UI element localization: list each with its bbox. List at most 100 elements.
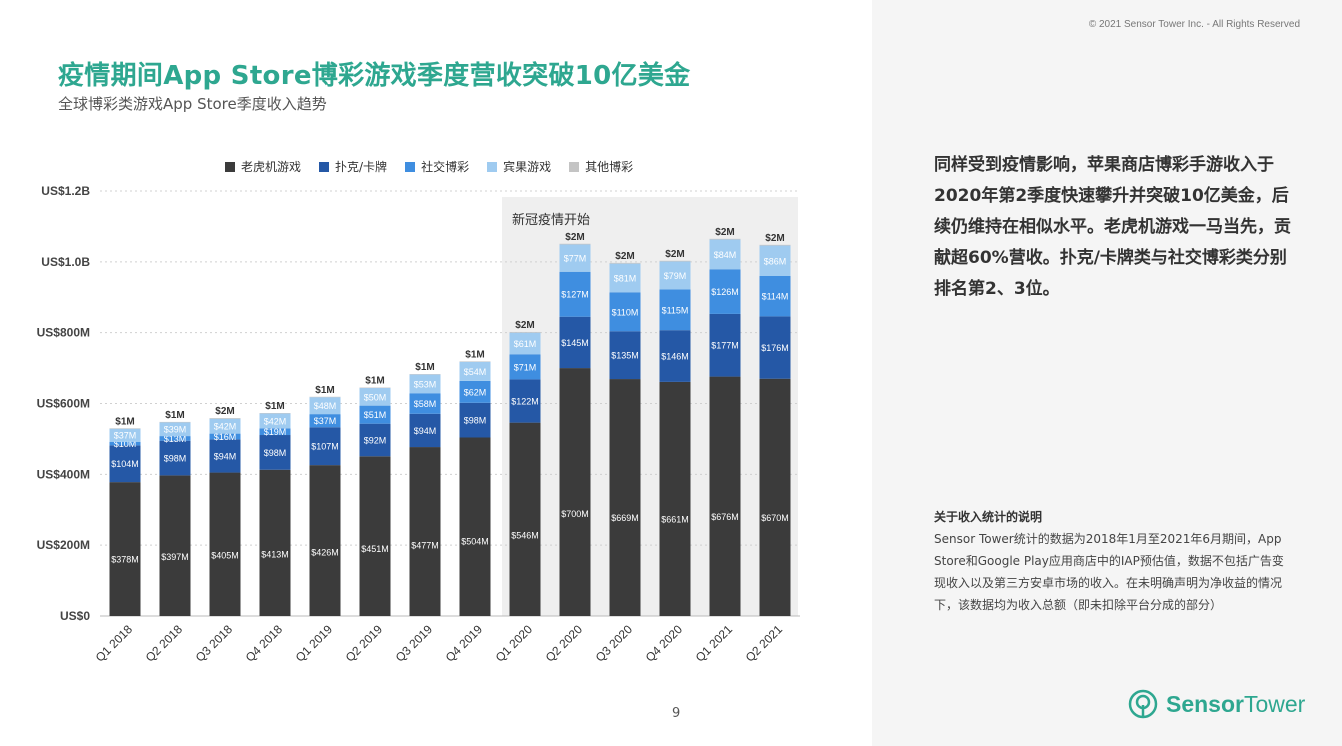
data-label-bingo: $39M xyxy=(164,425,187,435)
data-label-slot: $546M xyxy=(511,531,539,541)
page-number: 9 xyxy=(672,706,681,721)
data-label-slot: $413M xyxy=(261,549,289,559)
data-label-other: $1M xyxy=(265,401,284,412)
note-title: 关于收入统计的说明 xyxy=(934,510,1043,524)
bar-segment-social xyxy=(459,380,491,403)
bar-segment-bingo xyxy=(359,387,391,406)
bar-segment-slot xyxy=(409,447,441,616)
bar-segment-bingo xyxy=(509,332,541,355)
data-label-other: $1M xyxy=(165,410,184,421)
data-label-slot: $676M xyxy=(711,512,739,522)
copyright-text: © 2021 Sensor Tower Inc. - All Rights Re… xyxy=(1088,19,1300,30)
x-tick-label: Q1 2020 xyxy=(493,622,536,665)
bar-segment-other xyxy=(159,421,191,423)
sensor-tower-logo: SensorTower xyxy=(1128,689,1305,719)
legend-swatch-social xyxy=(405,161,416,172)
data-label-slot: $378M xyxy=(111,554,139,564)
x-tick-label: Q3 2020 xyxy=(593,622,636,665)
bar-segment-bingo xyxy=(559,244,591,272)
data-label-other: $2M xyxy=(565,232,584,243)
bar-segment-other xyxy=(309,396,341,398)
y-tick-label: US$0 xyxy=(60,609,90,623)
bar-segment-poker xyxy=(409,413,441,448)
legend-item-slot: 老虎机游戏 xyxy=(225,158,301,175)
bar-segment-poker xyxy=(759,316,791,379)
data-label-bingo: $86M xyxy=(764,256,787,266)
data-label-other: $2M xyxy=(215,406,234,417)
bar-segment-social xyxy=(209,433,241,440)
bar-segment-social xyxy=(309,414,341,428)
legend-swatch-other xyxy=(569,161,580,172)
bar-segment-slot xyxy=(609,379,641,616)
data-label-slot: $700M xyxy=(561,509,589,519)
legend-item-other: 其他博彩 xyxy=(569,158,633,175)
bar-segment-bingo xyxy=(159,422,191,437)
stacked-bar-chart: 新冠疫情开始 US$0 US$200M US$400M US$600M US$800M US… xyxy=(37,184,800,665)
y-tick-label: US$200M xyxy=(37,538,90,552)
data-label-bingo: $84M xyxy=(714,250,737,260)
data-label-slot: $426M xyxy=(311,548,339,558)
data-label-poker: $94M xyxy=(414,426,437,436)
bar-segment-social xyxy=(609,292,641,332)
legend-label-slot: 老虎机游戏 xyxy=(241,160,302,174)
bar-segment-poker xyxy=(609,331,641,380)
bar-segment-other xyxy=(209,418,241,419)
bar-segment-social xyxy=(659,289,691,331)
data-label-poker: $98M xyxy=(164,454,187,464)
data-label-other: $2M xyxy=(515,320,534,331)
bar-segment-other xyxy=(459,361,491,362)
data-label-bingo: $79M xyxy=(664,271,687,281)
data-label-bingo: $54M xyxy=(464,367,487,377)
data-label-poker: $104M xyxy=(111,459,139,469)
x-tick-label: Q4 2020 xyxy=(643,622,686,665)
bar-segment-slot xyxy=(159,475,191,616)
data-label-poker: $98M xyxy=(264,448,287,458)
data-label-poker: $98M xyxy=(464,416,487,426)
bar-segment-slot xyxy=(709,376,741,616)
logo-text-part1: Sensor xyxy=(1166,690,1244,717)
bar-segment-slot xyxy=(559,368,591,616)
bar-segment-bingo xyxy=(709,239,741,270)
bar-segment-slot xyxy=(509,422,541,616)
data-label-other: $2M xyxy=(765,233,784,244)
legend-label-social: 社交博彩 xyxy=(421,160,470,174)
data-label-social: $51M xyxy=(364,410,387,420)
data-label-social: $110M xyxy=(612,307,639,317)
data-label-bingo: $42M xyxy=(214,422,237,432)
bar-segment-poker xyxy=(709,313,741,377)
data-label-poker: $92M xyxy=(364,435,387,445)
bar-segment-social xyxy=(109,441,141,446)
bar-segment-social xyxy=(559,271,591,317)
x-tick-label: Q2 2019 xyxy=(343,622,386,665)
bar-segment-social xyxy=(359,405,391,424)
bar-segment-poker xyxy=(659,330,691,382)
bar-segment-bingo xyxy=(459,361,491,381)
data-label-other: $1M xyxy=(415,362,434,373)
y-tick-label: US$1.0B xyxy=(41,255,90,269)
bar-segment-other xyxy=(409,374,441,375)
pandemic-highlight-region xyxy=(502,197,798,616)
x-tick-label: Q2 2020 xyxy=(543,622,586,665)
data-label-poker: $145M xyxy=(561,338,589,348)
legend-swatch-slot xyxy=(225,161,235,172)
x-tick-label: Q3 2019 xyxy=(393,622,436,665)
data-label-other: $1M xyxy=(115,416,134,427)
legend-swatch-poker xyxy=(319,161,330,172)
chart-legend: 老虎机游戏 扑克/卡牌 社交博彩 宾果游戏 其他博彩 xyxy=(225,158,633,175)
bar-segment-other xyxy=(659,260,691,262)
y-tick-label: US$800M xyxy=(37,326,90,340)
y-tick-label: US$1.2B xyxy=(41,184,90,198)
x-tick-label: Q1 2019 xyxy=(293,622,336,665)
bar-segment-slot xyxy=(309,465,341,616)
bar-segment-slot xyxy=(659,381,691,616)
data-label-social: $19M xyxy=(264,427,287,437)
bar-segment-bingo xyxy=(309,397,341,415)
logo-text-part2: Tower xyxy=(1243,690,1306,717)
bar-segment-bingo xyxy=(659,261,691,290)
data-label-poker: $94M xyxy=(214,451,237,461)
data-label-slot: $405M xyxy=(211,551,239,561)
bar-segment-slot xyxy=(759,378,791,616)
data-label-poker: $146M xyxy=(661,352,689,362)
legend-swatch-bingo xyxy=(487,161,498,172)
data-label-bingo: $53M xyxy=(414,379,437,389)
